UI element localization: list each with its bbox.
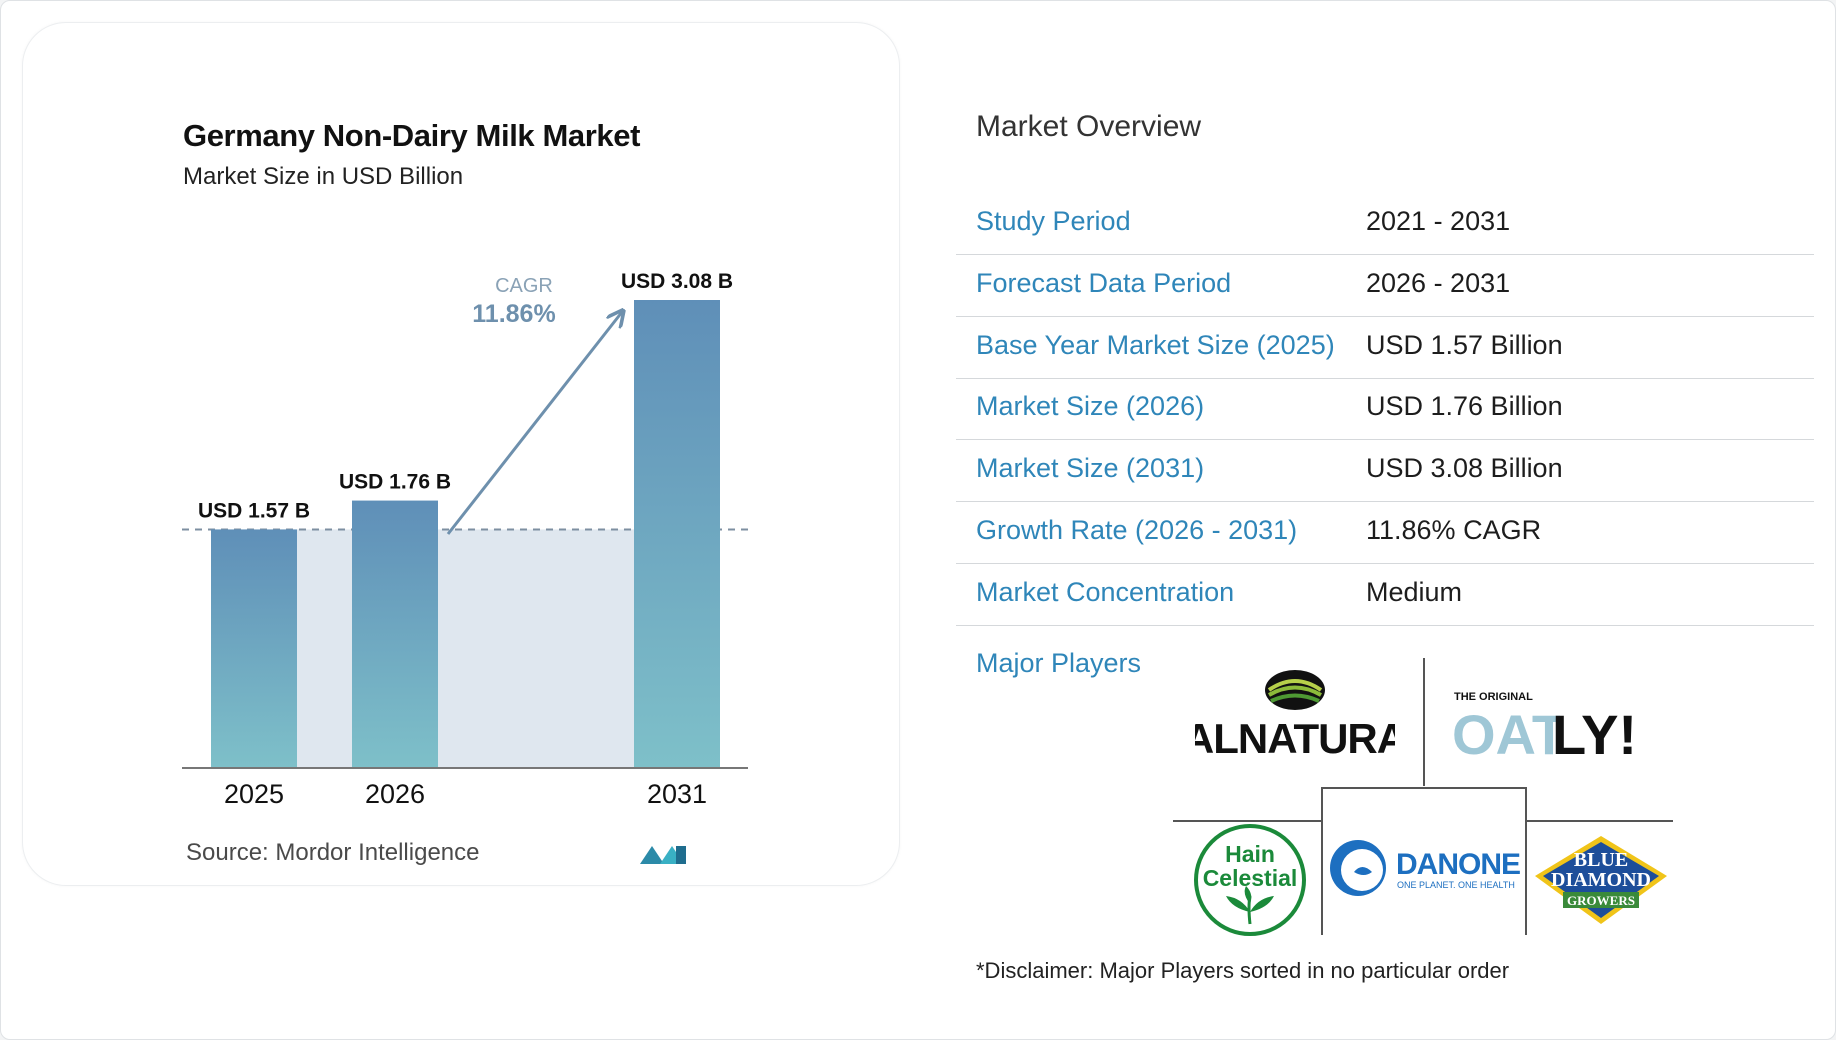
oatly-tagline: THE ORIGINAL: [1454, 691, 1533, 703]
svg-text:LY!: LY!: [1552, 703, 1637, 760]
data-label: USD 1.57 B: [198, 499, 310, 522]
bar-2025: [211, 529, 297, 768]
overview-row: Base Year Market Size (2025) USD 1.57 Bi…: [956, 316, 1814, 379]
hain-celestial-logo: Hain Celestial: [1190, 824, 1310, 936]
overview-row: Market Concentration Medium: [956, 563, 1814, 626]
overview-value: USD 1.76 Billion: [1366, 391, 1563, 421]
grid-line: [1527, 820, 1673, 822]
chart-title: Germany Non-Dairy Milk Market: [183, 118, 640, 153]
overview-key: Forecast Data Period: [976, 268, 1232, 298]
bar-2026: [352, 500, 438, 768]
grid-line: [1423, 658, 1425, 786]
overview-key: Base Year Market Size (2025): [976, 330, 1335, 360]
overview-value: USD 1.57 Billion: [1366, 330, 1563, 360]
hain-line2: Celestial: [1203, 865, 1298, 891]
x-tick-label: 2031: [647, 779, 707, 809]
danone-wordmark: DANONE: [1396, 848, 1520, 881]
mordor-logo-icon: [676, 846, 686, 864]
cagr-arrow: [446, 312, 622, 535]
data-label: USD 1.76 B: [339, 471, 451, 494]
grid-line: [1173, 820, 1321, 822]
overview-row: Growth Rate (2026 - 2031) 11.86% CAGR: [956, 501, 1814, 564]
overview-value: 2026 - 2031: [1366, 268, 1511, 298]
bd-line3: GROWERS: [1567, 893, 1635, 908]
data-label: USD 3.08 B: [621, 270, 733, 293]
bd-line2: DIAMOND: [1551, 869, 1651, 891]
cagr-value: 11.86%: [472, 300, 555, 328]
chart-subtitle: Market Size in USD Billion: [183, 163, 464, 190]
danone-tagline: ONE PLANET. ONE HEALTH: [1397, 880, 1515, 890]
cagr-label: CAGR: [495, 275, 553, 297]
overview-row: Study Period 2021 - 2031: [956, 192, 1814, 255]
overview-key: Market Concentration: [976, 577, 1235, 607]
mordor-logo-icon: [640, 846, 664, 864]
blue-diamond-logo: BLUE DIAMOND GROWERS: [1531, 834, 1671, 926]
oatly-logo: THE ORIGINAL OATLY! LY!: [1452, 688, 1662, 760]
overview-value: 11.86% CAGR: [1366, 515, 1542, 545]
grid-line: [1321, 787, 1323, 935]
disclaimer: *Disclaimer: Major Players sorted in no …: [976, 958, 1510, 983]
alnatura-wordmark: ALNATURA: [1195, 715, 1395, 758]
overview-value: USD 3.08 Billion: [1366, 453, 1563, 483]
overview-row: Forecast Data Period 2026 - 2031: [956, 254, 1814, 317]
bar-chart: USD 1.57 B 2025 USD 1.76 B 2026 USD 3.08 B 20…: [182, 270, 752, 864]
bar-2031: [634, 300, 720, 768]
overview-row: Market Size (2026) USD 1.76 Billion: [956, 377, 1814, 440]
overview-key: Growth Rate (2026 - 2031): [976, 515, 1298, 545]
alnatura-logo: ALNATURA: [1195, 668, 1395, 758]
overview-value: Medium: [1366, 577, 1463, 607]
overview-key: Market Size (2026): [976, 391, 1205, 421]
overview-key: Market Size (2031): [976, 453, 1205, 483]
overview-key: Study Period: [976, 206, 1131, 236]
major-players-label: Major Players: [976, 648, 1142, 678]
bd-line1: BLUE: [1574, 849, 1628, 871]
grid-line: [1525, 787, 1527, 935]
grid-line: [1321, 787, 1527, 789]
overview-value: 2021 - 2031: [1366, 206, 1511, 236]
overview-title: Market Overview: [976, 110, 1202, 143]
overview-row: Market Size (2031) USD 3.08 Billion: [956, 439, 1814, 502]
danone-logo: DANONE ONE PLANET. ONE HEALTH: [1326, 832, 1522, 902]
source-text: Source: Mordor Intelligence: [186, 839, 480, 866]
hain-line1: Hain: [1225, 841, 1275, 867]
x-tick-label: 2025: [224, 779, 284, 809]
x-tick-label: 2026: [365, 779, 425, 809]
